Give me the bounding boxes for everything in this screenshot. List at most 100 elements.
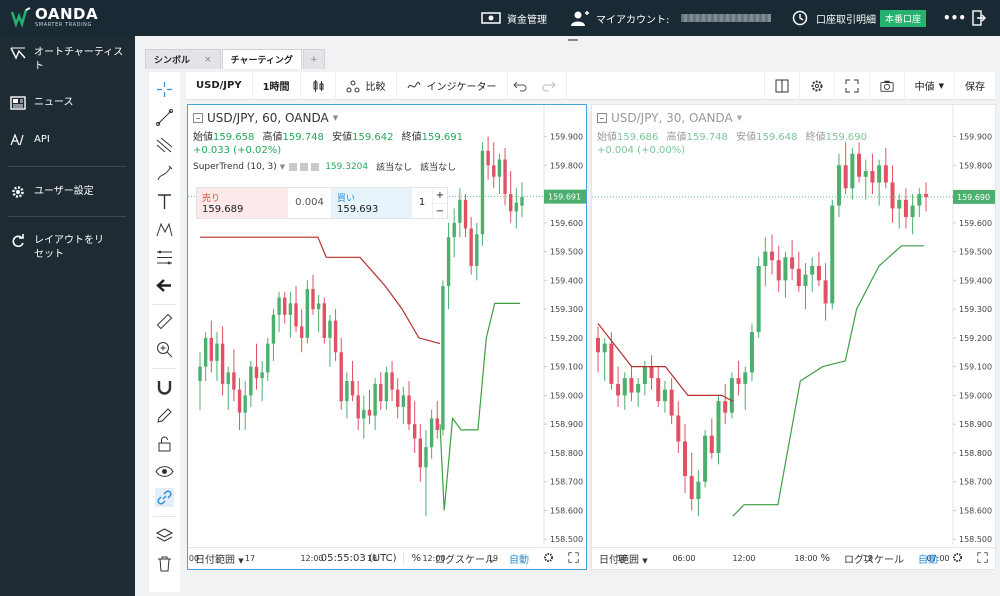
funds-button[interactable]: 資金管理	[481, 0, 547, 36]
chart-panel-right[interactable]: 159.900159.800159.700159.600159.500159.4…	[591, 104, 996, 570]
candle-body	[897, 199, 902, 209]
pattern-tool[interactable]	[155, 220, 174, 239]
fullscreen-chart-button[interactable]	[561, 551, 586, 566]
unlock-icon	[158, 436, 171, 452]
tab-symbol[interactable]: シンボル ×	[145, 49, 221, 69]
compare-button[interactable]: 比較	[336, 71, 397, 100]
sidebar-item-api[interactable]: API	[10, 133, 50, 147]
caret-down-icon[interactable]: ▼	[279, 162, 286, 171]
caret-down-icon[interactable]: ▼	[332, 114, 339, 122]
date-range-button[interactable]: 日付範囲 ▼	[188, 551, 251, 566]
tool-divider	[153, 516, 176, 517]
hide-toolbar-tool[interactable]	[155, 276, 174, 295]
date-range-button[interactable]: 日付範囲 ▼	[592, 551, 655, 566]
indicator-controls-icon[interactable]	[289, 162, 320, 171]
candle-body	[396, 389, 400, 407]
collapse-icon[interactable]	[597, 113, 607, 123]
scale-settings-button[interactable]	[945, 552, 970, 566]
indicators-button[interactable]: インジケーター	[397, 71, 508, 100]
sidebar-item-label: レイアウトをリセット	[34, 235, 104, 260]
hide-drawings-tool[interactable]	[155, 462, 174, 481]
interval-selector[interactable]: 1時間	[253, 71, 301, 100]
candle-body	[803, 274, 808, 287]
lock-drawings-tool[interactable]	[155, 434, 174, 453]
sidebar-item-news[interactable]: ニュース	[10, 96, 74, 110]
auto-scale-button[interactable]: 自動	[918, 555, 938, 566]
price-axis-label: 158.900	[550, 420, 583, 429]
brush-tool[interactable]	[155, 164, 174, 183]
fullscreen-button[interactable]	[835, 71, 870, 100]
crosshair-tool[interactable]	[155, 80, 174, 99]
candle-body	[254, 366, 259, 379]
plus-icon[interactable]: +	[435, 190, 445, 201]
add-tab-button[interactable]: +	[302, 49, 325, 69]
auto-scale-button[interactable]: 自動	[509, 555, 529, 566]
screenshot-button[interactable]	[870, 71, 905, 100]
layout-button[interactable]	[763, 71, 800, 100]
stay-in-drawing-tool[interactable]	[155, 406, 174, 425]
symbol-selector[interactable]: USD/JPY	[186, 71, 253, 100]
candle-body	[305, 288, 310, 338]
candle-body	[917, 194, 922, 206]
tab-charting[interactable]: チャーティング	[221, 49, 302, 69]
logout-button[interactable]	[972, 0, 986, 36]
sidebar-item-reset-layout[interactable]: レイアウトをリセット	[10, 234, 110, 262]
candle-body	[669, 389, 674, 416]
candle-body	[316, 303, 321, 310]
fullscreen-chart-button[interactable]	[970, 551, 995, 566]
caret-down-icon[interactable]: ▼	[736, 114, 743, 122]
statement-button[interactable]: 口座取引明細 本番口座	[790, 0, 927, 36]
zoom-tool[interactable]	[155, 340, 174, 359]
chart-panel-left[interactable]: 159.900159.800159.700159.600159.500159.4…	[187, 104, 587, 570]
redo-button[interactable]	[532, 71, 567, 100]
price-plot-right[interactable]: 159.900159.800159.700159.600159.500159.4…	[592, 105, 995, 567]
candle-body	[903, 199, 908, 218]
my-account-menu[interactable]: マイアカウント:	[570, 0, 772, 36]
top-bar: OANDA SMARTER TRADING 資金管理 マイアカウント: 口座取引…	[0, 0, 1000, 36]
close-icon[interactable]: ×	[204, 54, 212, 65]
minus-icon[interactable]: −	[433, 203, 447, 219]
text-tool[interactable]	[155, 192, 174, 211]
percent-scale-button[interactable]: %	[403, 553, 428, 564]
quantity-stepper[interactable]: + −	[432, 188, 447, 218]
sync-drawings-tool[interactable]	[155, 488, 174, 507]
trend-line-tool[interactable]	[155, 108, 174, 127]
oanda-logo[interactable]: OANDA SMARTER TRADING	[10, 6, 98, 28]
candle-body	[362, 409, 366, 419]
sidebar-divider	[8, 216, 126, 217]
candles-icon	[313, 79, 324, 92]
collapse-icon[interactable]	[193, 113, 203, 123]
spread-value: 0.004	[287, 188, 332, 218]
save-button[interactable]: 保存	[965, 82, 985, 93]
candle-body	[629, 378, 634, 393]
price-plot-left[interactable]: 159.900159.800159.700159.600159.500159.4…	[188, 105, 586, 567]
sell-button[interactable]: 売り 159.689	[197, 188, 287, 218]
remove-drawings-tool[interactable]	[155, 554, 174, 573]
measure-tool[interactable]	[155, 312, 174, 331]
last-price-tag	[544, 189, 586, 204]
magnet-tool[interactable]	[155, 378, 174, 397]
quantity-field[interactable]: 1	[418, 197, 426, 208]
settings-button[interactable]	[800, 71, 835, 100]
candle-body	[271, 314, 276, 344]
log-scale-button[interactable]: ログスケール	[435, 555, 495, 566]
sidebar-item-autochartist[interactable]: オートチャーティスト	[10, 46, 128, 74]
time-axis-label: 12:00	[732, 554, 755, 563]
price-mode-dropdown[interactable]: 中値 ▼	[905, 71, 955, 100]
buy-button[interactable]: 買い 159.693	[332, 188, 412, 218]
percent-scale-button[interactable]: %	[820, 553, 830, 564]
price-axis-label: 159.200	[959, 334, 992, 343]
indicator-name[interactable]: SuperTrend (10, 3)	[193, 161, 277, 172]
scale-settings-button[interactable]	[536, 552, 561, 566]
chart-type-button[interactable]	[301, 71, 336, 100]
undo-button[interactable]	[508, 72, 532, 100]
sidebar-item-user-settings[interactable]: ユーザー設定	[10, 185, 94, 199]
gear-icon	[811, 80, 823, 91]
log-scale-button[interactable]: ログスケール	[844, 555, 904, 566]
panel-resize-handle[interactable]	[568, 39, 578, 41]
pitchfork-tool[interactable]	[155, 136, 174, 155]
chart-title: USD/JPY, 30, OANDA	[611, 111, 733, 125]
more-menu-button[interactable]: •••	[943, 11, 967, 25]
object-tree-tool[interactable]	[155, 526, 174, 545]
fib-tool[interactable]	[155, 248, 174, 267]
